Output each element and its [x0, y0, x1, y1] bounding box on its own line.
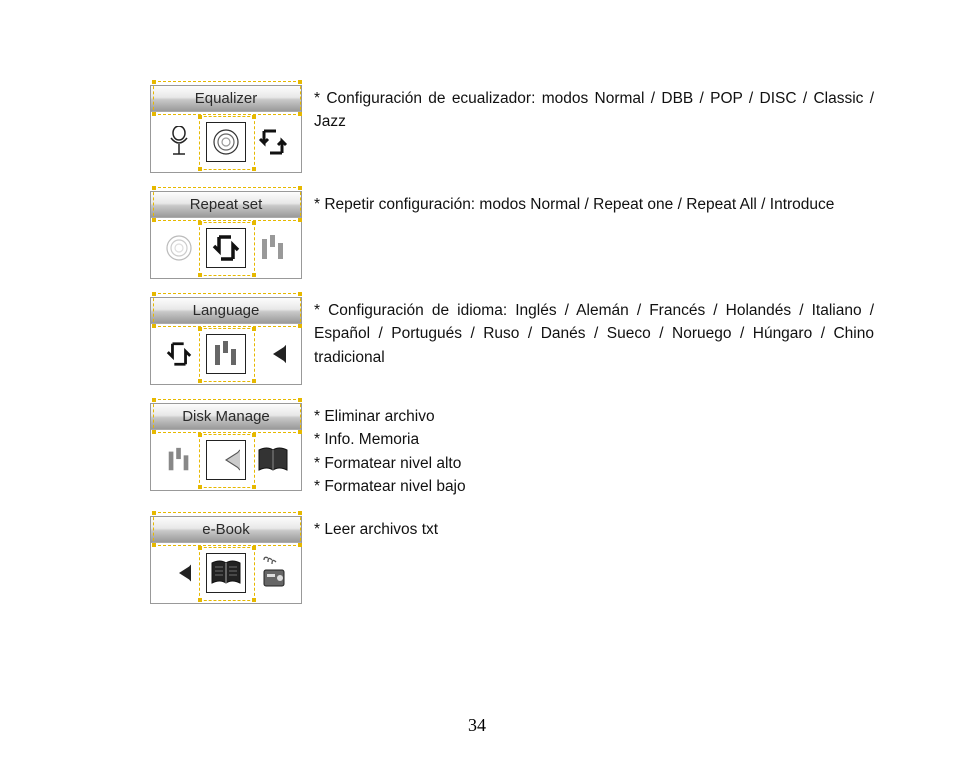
- bars-icon: [253, 227, 293, 269]
- desc-disk: * Eliminar archivo * Info. Memoria * For…: [314, 403, 874, 498]
- row-disk: Disk Manage * Eliminar archivo * Info. M…: [150, 403, 874, 498]
- card-disk-title: Disk Manage: [151, 404, 301, 430]
- book-icon: [253, 439, 293, 481]
- book-boxed-icon: [206, 553, 246, 593]
- card-language-title: Language: [151, 298, 301, 324]
- card-disk: Disk Manage: [150, 403, 302, 491]
- card-repeat-title: Repeat set: [151, 192, 301, 218]
- pacman-icon: [253, 333, 293, 375]
- card-ebook-body: [151, 543, 301, 603]
- page-number: 34: [0, 715, 954, 736]
- repeat-arrows-icon: [253, 121, 293, 163]
- card-equalizer-title: Equalizer: [151, 86, 301, 112]
- card-repeat-body: [151, 218, 301, 278]
- row-language: Language * Configuración de idioma: Ingl…: [150, 297, 874, 385]
- card-ebook: e-Book: [150, 516, 302, 604]
- desc-repeat: * Repetir configuración: modos Normal / …: [314, 191, 874, 216]
- card-language-body: [151, 324, 301, 384]
- eq-spiral-icon: [206, 122, 246, 162]
- repeat-arrows-boxed-icon: [206, 228, 246, 268]
- desc-disk-3: * Formatear nivel alto: [314, 452, 874, 475]
- bars-small-icon: [159, 439, 199, 481]
- desc-equalizer: * Configuración de ecualizador: modos No…: [314, 85, 874, 134]
- bars-boxed-icon: [206, 334, 246, 374]
- desc-language: * Configuración de idioma: Inglés / Alem…: [314, 297, 874, 369]
- desc-disk-4: * Formatear nivel bajo: [314, 475, 874, 498]
- row-equalizer: Equalizer * Configuración de ecualizador…: [150, 85, 874, 173]
- row-repeat: Repeat set * Repetir configuración: modo…: [150, 191, 874, 279]
- desc-ebook: * Leer archivos txt: [314, 516, 874, 541]
- card-language: Language: [150, 297, 302, 385]
- row-ebook: e-Book * Leer archivos txt: [150, 516, 874, 604]
- card-disk-body: [151, 430, 301, 490]
- pacman-small-icon: [159, 552, 199, 594]
- repeat-arrows-small-icon: [159, 333, 199, 375]
- pacman-boxed-icon: [206, 440, 246, 480]
- mic-icon: [159, 121, 199, 163]
- eq-spiral-faded-icon: [159, 227, 199, 269]
- card-equalizer-body: [151, 112, 301, 172]
- card-equalizer: Equalizer: [150, 85, 302, 173]
- card-repeat: Repeat set: [150, 191, 302, 279]
- radio-icon: [253, 552, 293, 594]
- card-ebook-title: e-Book: [151, 517, 301, 543]
- desc-disk-2: * Info. Memoria: [314, 428, 874, 451]
- desc-disk-1: * Eliminar archivo: [314, 405, 874, 428]
- manual-page: Equalizer * Configuración de ecualizador…: [0, 0, 954, 604]
